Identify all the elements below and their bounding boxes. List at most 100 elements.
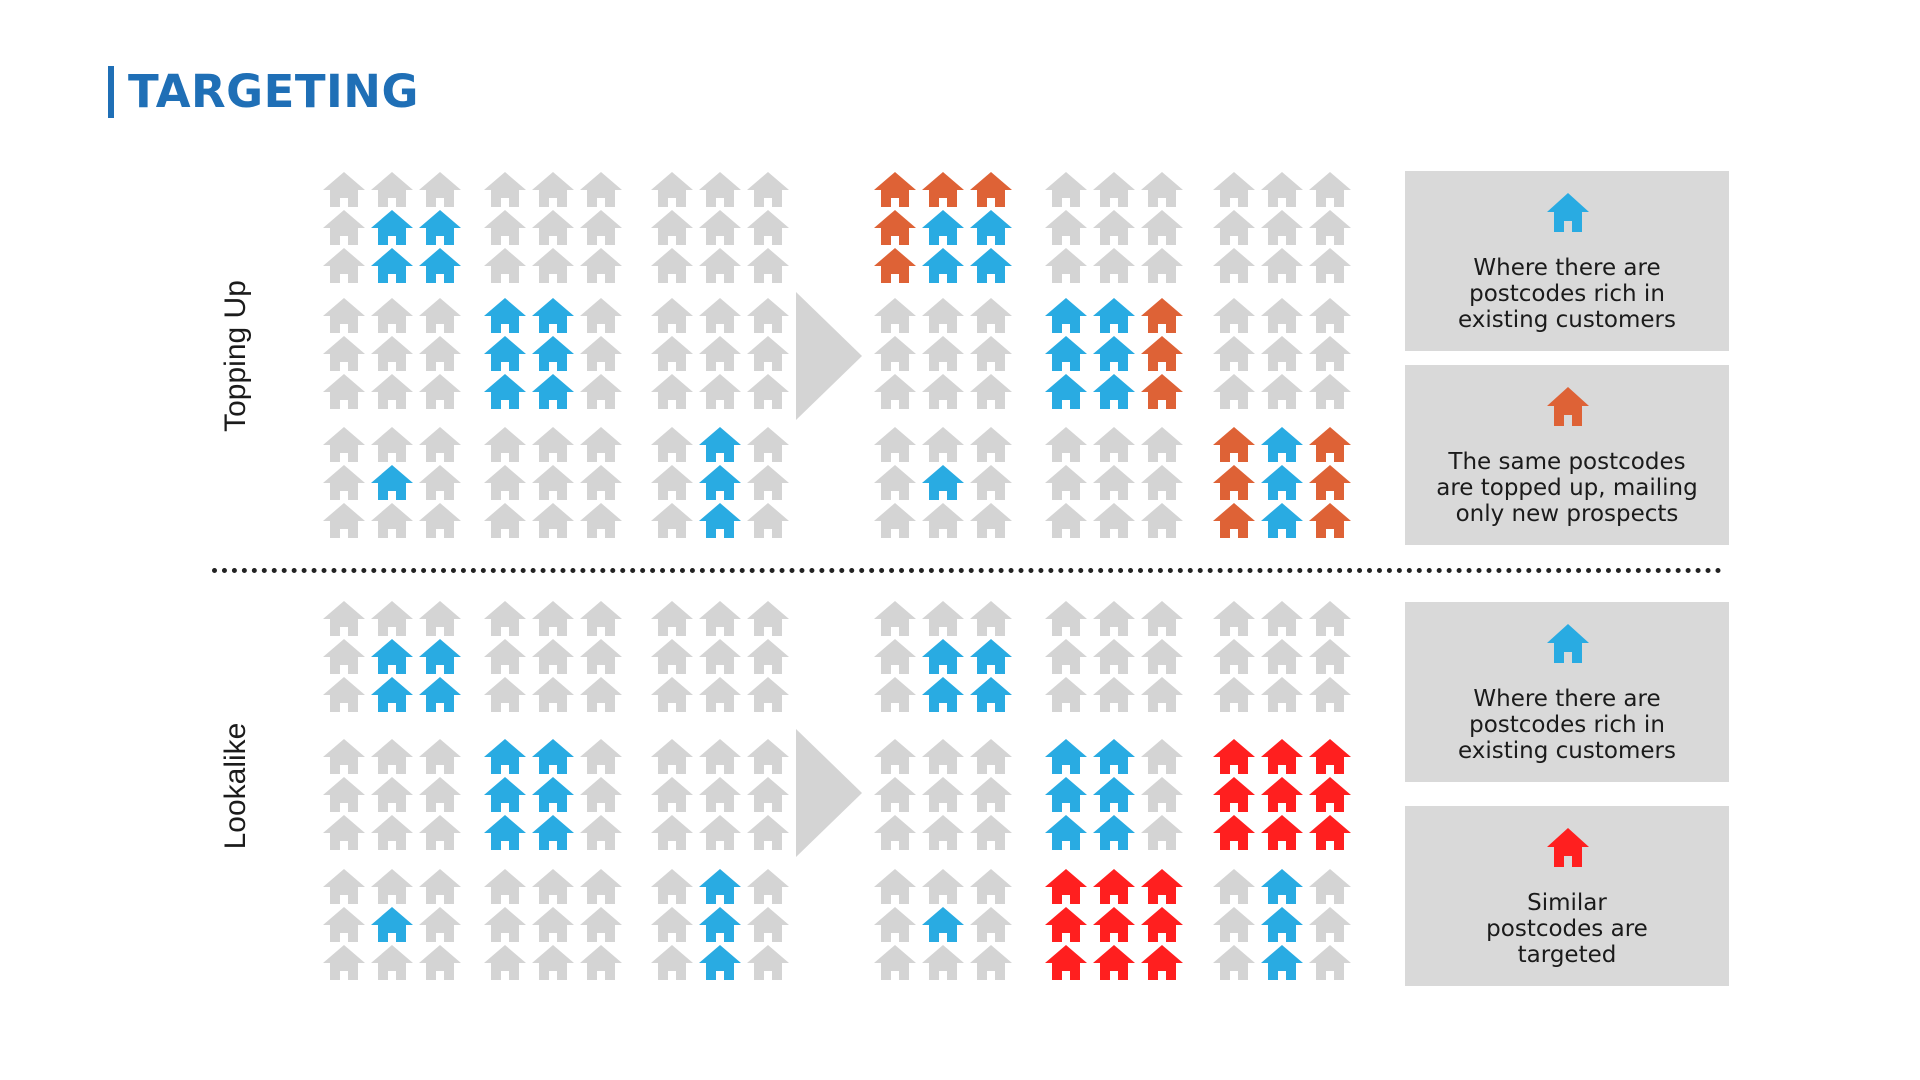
targeted-house-icon — [1261, 777, 1303, 812]
customer-house-icon — [1093, 815, 1135, 850]
empty-house-icon — [1093, 503, 1135, 538]
customer-house-icon — [1261, 907, 1303, 942]
empty-house-icon — [747, 777, 789, 812]
empty-house-icon — [1141, 210, 1183, 245]
empty-house-icon — [651, 336, 693, 371]
empty-house-icon — [874, 427, 916, 462]
empty-house-icon — [371, 374, 413, 409]
empty-house-icon — [1213, 639, 1255, 674]
empty-house-icon — [484, 210, 526, 245]
empty-house-icon — [922, 739, 964, 774]
empty-house-icon — [1045, 427, 1087, 462]
empty-house-icon — [922, 427, 964, 462]
empty-house-icon — [580, 248, 622, 283]
customer-house-icon — [371, 465, 413, 500]
customer-house-icon — [1045, 336, 1087, 371]
title-accent-bar — [108, 66, 114, 118]
customer-house-icon — [970, 248, 1012, 283]
empty-house-icon — [419, 945, 461, 980]
empty-house-icon — [651, 677, 693, 712]
empty-house-icon — [1093, 677, 1135, 712]
empty-house-icon — [922, 298, 964, 333]
empty-house-icon — [699, 172, 741, 207]
empty-house-icon — [1213, 907, 1255, 942]
empty-house-icon — [1045, 639, 1087, 674]
empty-house-icon — [651, 739, 693, 774]
empty-house-icon — [532, 248, 574, 283]
empty-house-icon — [1261, 336, 1303, 371]
arrow-icon — [796, 729, 862, 857]
customer-house-icon — [532, 777, 574, 812]
empty-house-icon — [371, 172, 413, 207]
empty-house-icon — [747, 677, 789, 712]
empty-house-icon — [874, 374, 916, 409]
customer-house-icon — [922, 677, 964, 712]
targeted-house-icon — [1141, 907, 1183, 942]
empty-house-icon — [1261, 677, 1303, 712]
empty-house-icon — [747, 945, 789, 980]
empty-house-icon — [1141, 777, 1183, 812]
empty-house-icon — [1141, 739, 1183, 774]
customer-house-icon — [419, 639, 461, 674]
empty-house-icon — [484, 172, 526, 207]
customer-house-icon — [1045, 374, 1087, 409]
targeted-house-icon — [1213, 777, 1255, 812]
empty-house-icon — [419, 869, 461, 904]
customer-house-icon — [699, 427, 741, 462]
customer-house-icon — [1045, 739, 1087, 774]
empty-house-icon — [1141, 248, 1183, 283]
empty-house-icon — [532, 639, 574, 674]
empty-house-icon — [699, 248, 741, 283]
empty-house-icon — [1141, 815, 1183, 850]
customer-house-icon — [419, 248, 461, 283]
empty-house-icon — [651, 503, 693, 538]
empty-house-icon — [922, 777, 964, 812]
empty-house-icon — [1261, 374, 1303, 409]
empty-house-icon — [323, 172, 365, 207]
customer-house-icon — [1261, 869, 1303, 904]
empty-house-icon — [874, 336, 916, 371]
customer-house-icon — [1261, 427, 1303, 462]
targeted-house-icon — [1213, 739, 1255, 774]
empty-house-icon — [419, 601, 461, 636]
empty-house-icon — [1093, 427, 1135, 462]
empty-house-icon — [1261, 172, 1303, 207]
empty-house-icon — [1261, 248, 1303, 283]
empty-house-icon — [323, 777, 365, 812]
empty-house-icon — [323, 739, 365, 774]
empty-house-icon — [1213, 172, 1255, 207]
empty-house-icon — [580, 374, 622, 409]
empty-house-icon — [1045, 248, 1087, 283]
empty-house-icon — [371, 739, 413, 774]
legend-box-existing-customers: Where there are postcodes rich in existi… — [1405, 171, 1729, 351]
orange-house-icon — [1547, 387, 1589, 426]
targeted-house-icon — [1045, 945, 1087, 980]
empty-house-icon — [419, 427, 461, 462]
empty-house-icon — [1309, 336, 1351, 371]
customer-house-icon — [371, 210, 413, 245]
empty-house-icon — [484, 677, 526, 712]
empty-house-icon — [922, 945, 964, 980]
empty-house-icon — [747, 465, 789, 500]
empty-house-icon — [874, 503, 916, 538]
empty-house-icon — [484, 427, 526, 462]
customer-house-icon — [1093, 777, 1135, 812]
legend-box-targeted: Similar postcodes are targeted — [1405, 806, 1729, 986]
empty-house-icon — [580, 465, 622, 500]
empty-house-icon — [323, 298, 365, 333]
empty-house-icon — [323, 503, 365, 538]
topped-up-house-icon — [922, 172, 964, 207]
targeted-house-icon — [1093, 907, 1135, 942]
empty-house-icon — [651, 945, 693, 980]
topped-up-house-icon — [1309, 427, 1351, 462]
empty-house-icon — [1093, 172, 1135, 207]
targeted-house-icon — [1093, 945, 1135, 980]
empty-house-icon — [484, 601, 526, 636]
empty-house-icon — [970, 298, 1012, 333]
customer-house-icon — [532, 336, 574, 371]
page-title: TARGETING — [128, 65, 419, 118]
empty-house-icon — [922, 815, 964, 850]
empty-house-icon — [747, 172, 789, 207]
customer-house-icon — [699, 945, 741, 980]
